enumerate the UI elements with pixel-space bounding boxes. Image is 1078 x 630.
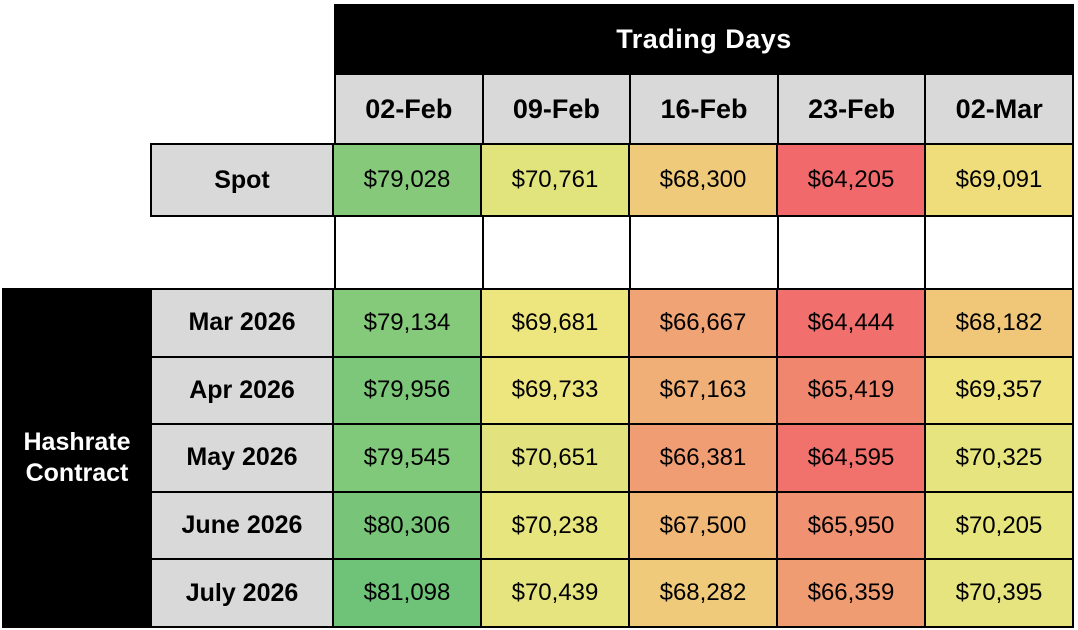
price-cell: $70,205 (926, 492, 1072, 559)
price-cell: $64,205 (778, 145, 924, 215)
row-label-contract: Apr 2026 (152, 357, 332, 424)
column-header: 09-Feb (483, 75, 630, 143)
trading-days-title: Trading Days (616, 24, 792, 54)
price-cell: $79,028 (334, 145, 480, 215)
row-label-contract: Mar 2026 (152, 290, 332, 356)
price-cell: $64,444 (778, 290, 924, 356)
price-cell: $66,667 (630, 290, 776, 356)
empty-cell (483, 217, 630, 288)
column-header: 16-Feb (631, 75, 777, 143)
price-cell: $66,359 (778, 560, 924, 626)
price-cell: $67,163 (630, 357, 776, 424)
price-cell: $79,545 (334, 425, 480, 491)
hashrate-contract-header: Hashrate Contract (4, 290, 150, 626)
price-cell: $80,306 (334, 492, 480, 559)
hashrate-contract-block: Hashrate Contract Mar 2026 $79,134 $69,681… (2, 288, 1074, 628)
empty-cell (336, 217, 482, 288)
price-cell: $67,500 (630, 492, 776, 559)
price-cell: $70,651 (482, 425, 628, 491)
price-cell: $68,300 (630, 145, 776, 215)
price-cell: $69,733 (482, 357, 628, 424)
price-cell: $79,956 (334, 357, 480, 424)
price-cell: $68,282 (630, 560, 776, 626)
column-header: 23-Feb (778, 75, 925, 143)
empty-cell (778, 217, 925, 288)
date-header-row: 02-Feb 09-Feb 16-Feb 23-Feb 02-Mar (334, 73, 1074, 145)
price-cell: $79,134 (334, 290, 480, 356)
price-cell: $81,098 (334, 560, 480, 626)
column-header: 02-Mar (926, 75, 1072, 143)
row-label-contract: July 2026 (152, 560, 332, 626)
price-cell: $70,439 (482, 560, 628, 626)
price-cell: $70,761 (482, 145, 628, 215)
row-label-spot: Spot (152, 145, 332, 215)
price-cell: $70,325 (926, 425, 1072, 491)
price-cell: $69,091 (926, 145, 1072, 215)
price-cell: $64,595 (778, 425, 924, 491)
column-header: 02-Feb (336, 75, 482, 143)
row-label-contract: June 2026 (152, 492, 332, 559)
spot-row: Spot $79,028 $70,761 $68,300 $64,205 $69,091 (150, 143, 1074, 217)
price-cell: $69,681 (482, 290, 628, 356)
hashrate-contract-label: Hashrate Contract (23, 427, 131, 487)
price-cell: $65,419 (778, 357, 924, 424)
price-cell: $70,395 (926, 560, 1072, 626)
empty-cell (631, 217, 777, 288)
price-cell: $65,950 (778, 492, 924, 559)
price-cell: $70,238 (482, 492, 628, 559)
price-cell: $66,381 (630, 425, 776, 491)
row-label-contract: May 2026 (152, 425, 332, 491)
price-cell: $69,357 (926, 357, 1072, 424)
empty-cell (926, 217, 1072, 288)
price-cell: $68,182 (926, 290, 1072, 356)
spacer-row (334, 215, 1074, 290)
trading-days-header: Trading Days (334, 4, 1074, 75)
